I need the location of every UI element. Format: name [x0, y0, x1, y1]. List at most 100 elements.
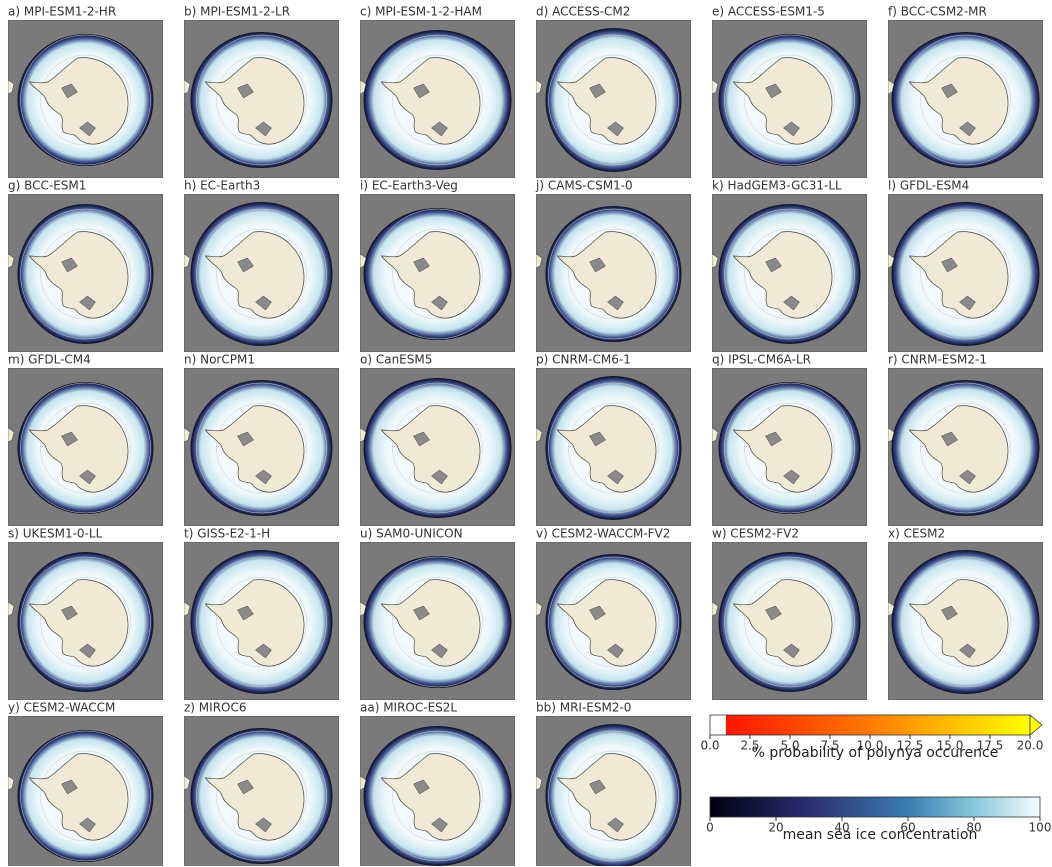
colorbar [709, 714, 1031, 736]
panel-title: c) MPI-ESM-1-2-HAM [360, 5, 482, 19]
ice-shelf [61, 257, 96, 311]
ice-shelf [61, 431, 96, 485]
panel-title: y) CESM2-WACCM [8, 701, 115, 715]
map-panel: o) CanESM5 [360, 353, 515, 526]
latitude-circle [196, 730, 327, 862]
map-panel: w) CESM2-FV2 [712, 527, 867, 700]
colorbar-tick-label: 0 [706, 821, 714, 835]
panel-title: k) HadGEM3-GC31-LL [712, 179, 842, 193]
ice-shelf [413, 779, 448, 833]
map [712, 542, 867, 700]
colorbar [709, 796, 1041, 818]
colorbar-tick-label: 100 [1029, 821, 1052, 835]
map-panel: l) GFDL-ESM4 [888, 179, 1043, 352]
colorbar-tick-label: 5.0 [780, 739, 799, 753]
map [184, 368, 339, 526]
map-panel: u) SAM0-UNICON [360, 527, 515, 700]
map [184, 716, 339, 866]
land-corner [888, 601, 895, 617]
land-corner [184, 601, 191, 617]
latitude-circle [20, 556, 151, 688]
latitude-circle [548, 382, 679, 514]
colorbar-tick-label: 20.0 [1017, 739, 1044, 753]
colorbar-tick-label: 15.0 [937, 739, 964, 753]
panel-title: o) CanESM5 [360, 353, 432, 367]
map [8, 716, 163, 866]
land-corner [712, 601, 719, 617]
map-panel: e) ACCESS-ESM1-5 [712, 5, 867, 178]
map [8, 20, 163, 178]
map-panel: i) EC-Earth3-Veg [360, 179, 515, 352]
map-panel: h) EC-Earth3 [184, 179, 339, 352]
land-corner [712, 427, 719, 443]
ice-shelf [589, 605, 624, 659]
colorbar-tick-label: 7.5 [820, 739, 839, 753]
ice-shelf [765, 605, 800, 659]
panels: a) MPI-ESM1-2-HR b) MPI-ESM1-2-LR c) MPI-E… [8, 5, 1043, 866]
latitude-circle [568, 228, 659, 320]
panel-title: f) BCC-CSM2-MR [888, 5, 987, 19]
latitude-circle [20, 34, 151, 166]
map [536, 542, 691, 700]
land-corner [360, 427, 367, 443]
panel-title: e) ACCESS-ESM1-5 [712, 5, 825, 19]
latitude-circle [392, 576, 483, 668]
colorbar-extend [1029, 714, 1043, 736]
land-corner [888, 253, 895, 269]
land-corner [536, 775, 543, 791]
map-panel: j) CAMS-CSM1-0 [535, 179, 691, 352]
latitude-circle [744, 576, 835, 668]
panel-title: s) UKESM1-0-LL [8, 527, 103, 541]
latitude-circle [40, 402, 131, 494]
latitude-circle [20, 208, 151, 340]
land-corner [184, 427, 191, 443]
ice-shelf [941, 257, 976, 311]
map-panel: n) NorCPM1 [184, 353, 339, 526]
panel-title: g) BCC-ESM1 [8, 179, 86, 193]
latitude-circle [216, 402, 307, 494]
latitude-circle [568, 576, 659, 668]
latitude-circle [40, 228, 131, 320]
latitude-circle [568, 54, 659, 146]
land-corner [8, 427, 15, 443]
latitude-circle [372, 556, 503, 688]
latitude-circle [40, 54, 131, 146]
colorbar-tick-label: 2.5 [740, 739, 759, 753]
map-panel: g) BCC-ESM1 [8, 179, 163, 352]
panel-title: a) MPI-ESM1-2-HR [8, 5, 116, 19]
latitude-circle [744, 228, 835, 320]
latitude-circle [548, 730, 679, 862]
ice-shelf [589, 83, 624, 137]
panel-title: z) MIROC6 [184, 701, 246, 715]
panel-title: aa) MIROC-ES2L [360, 701, 457, 715]
latitude-circle [372, 730, 503, 862]
land-corner [360, 253, 367, 269]
latitude-circle [196, 556, 327, 688]
latitude-circle [20, 730, 151, 862]
map [184, 542, 339, 700]
latitude-circle [568, 402, 659, 494]
panel-title: i) EC-Earth3-Veg [360, 179, 458, 193]
ice-shelf [413, 431, 448, 485]
land-corner [712, 79, 719, 95]
map [360, 368, 515, 526]
ice-shelf [61, 83, 96, 137]
panel-title: r) CNRM-ESM2-1 [888, 353, 987, 367]
panel-title: m) GFDL-CM4 [8, 353, 91, 367]
latitude-circle [216, 750, 307, 842]
ice-shelf [237, 605, 272, 659]
latitude-circle [392, 228, 483, 320]
land-corner [8, 601, 15, 617]
latitude-circle [920, 54, 1011, 146]
colorbar-tick-label: 40 [834, 821, 849, 835]
map-panel: b) MPI-ESM1-2-LR [184, 5, 339, 178]
map [712, 20, 867, 178]
panel-title: j) CAMS-CSM1-0 [535, 179, 633, 193]
map [712, 194, 867, 352]
ice-shelf [237, 83, 272, 137]
land-corner [536, 427, 543, 443]
map-panel: aa) MIROC-ES2L [360, 701, 515, 866]
ice-shelf [237, 779, 272, 833]
map [360, 194, 515, 352]
